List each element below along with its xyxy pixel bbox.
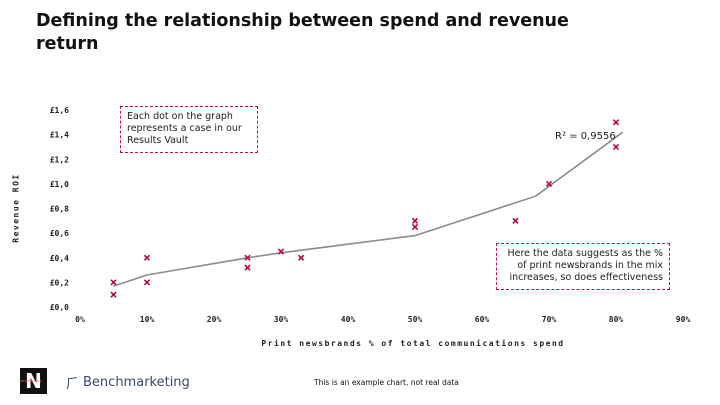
x-tick-label: 40% — [341, 315, 356, 324]
y-tick-label: £0,6 — [50, 229, 69, 238]
y-tick-label: £0,2 — [50, 278, 69, 287]
data-point — [297, 254, 305, 261]
y-tick-label: £0,4 — [50, 254, 69, 263]
data-points — [110, 119, 620, 298]
x-tick-label: 20% — [207, 315, 222, 324]
y-axis-ticks: £0,0 £0,2 £0,4 £0,6 £0,8 £1,0 £1,2 £1,4 £1,6 — [50, 106, 69, 312]
data-point — [277, 248, 285, 255]
newsworks-logo-text: newsworks — [20, 378, 42, 383]
x-tick-label: 0% — [75, 315, 85, 324]
x-axis-label: Print newsbrands % of total communicatio… — [261, 339, 565, 348]
x-axis-ticks: 0% 10% 20% 30% 40% 50% 60% 70% 80% 90% — [75, 315, 690, 324]
data-point — [143, 254, 151, 261]
x-tick-label: 50% — [408, 315, 423, 324]
benchmarketing-logo: ⺁ Benchmarketing — [66, 373, 190, 392]
y-tick-label: £1,4 — [50, 131, 69, 140]
benchmarketing-icon: ⺁ — [66, 377, 80, 392]
x-tick-label: 60% — [475, 315, 490, 324]
r-squared-label: R² = 0,9556 — [555, 131, 616, 142]
x-tick-label: 80% — [609, 315, 624, 324]
data-point — [411, 217, 419, 224]
x-tick-label: 10% — [140, 315, 155, 324]
data-point — [110, 279, 117, 286]
data-point — [110, 291, 117, 298]
y-tick-label: £1,0 — [50, 180, 69, 189]
y-tick-label: £0,0 — [50, 303, 69, 312]
data-point — [411, 223, 419, 231]
data-point — [244, 254, 251, 261]
data-point — [612, 119, 620, 126]
data-point — [545, 180, 553, 188]
x-tick-label: 70% — [542, 315, 557, 324]
y-tick-label: £1,2 — [50, 155, 69, 164]
newsworks-logo: N — [20, 368, 47, 394]
data-point — [612, 143, 620, 151]
x-tick-label: 30% — [274, 315, 289, 324]
x-tick-label: 90% — [676, 315, 691, 324]
data-point — [512, 217, 519, 224]
y-tick-label: £1,6 — [50, 106, 69, 115]
benchmarketing-logo-text: Benchmarketing — [83, 375, 190, 390]
data-point — [143, 279, 151, 286]
dot-explanation-callout: Each dot on the graph represents a case … — [120, 106, 258, 153]
page-title: Defining the relationship between spend … — [36, 11, 569, 54]
effectiveness-callout: Here the data suggests as the % of print… — [496, 243, 670, 290]
example-data-footnote: This is an example chart, not real data — [314, 378, 459, 387]
data-point — [244, 264, 251, 271]
y-axis-label: Revenue ROI — [11, 173, 21, 243]
y-tick-label: £0,8 — [50, 205, 69, 214]
